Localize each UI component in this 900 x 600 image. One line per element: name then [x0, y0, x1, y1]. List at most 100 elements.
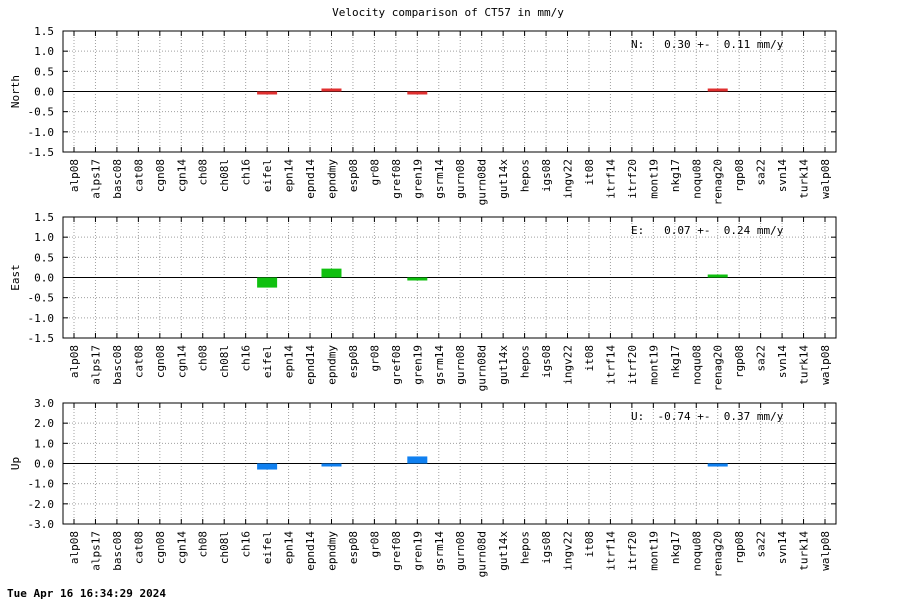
x-tick-label-it08: it08 — [583, 159, 596, 186]
velocity-annotation: U: -0.74 +- 0.37 mm/y — [631, 410, 784, 423]
x-tick-label-ch16: ch16 — [240, 345, 253, 372]
x-tick-label-cgn14: cgn14 — [175, 345, 188, 378]
y-tick-label: -1.5 — [28, 332, 55, 345]
y-tick-label: 2.0 — [34, 417, 54, 430]
y-tick-label: 0.5 — [34, 251, 54, 264]
x-tick-label-esp08: esp08 — [347, 531, 360, 564]
x-tick-label-renag20: renag20 — [712, 531, 725, 577]
x-tick-label-basc08: basc08 — [111, 345, 124, 385]
x-tick-label-rgp08: rgp08 — [733, 345, 746, 378]
x-tick-label-itrf20: itrf20 — [626, 159, 639, 199]
x-tick-label-sa22: sa22 — [755, 159, 768, 186]
x-tick-label-noqu08: noqu08 — [690, 159, 703, 199]
y-tick-label: 0.0 — [34, 272, 54, 285]
bar-up-epndmy — [321, 463, 342, 467]
x-tick-label-epnd14: epnd14 — [304, 159, 317, 199]
x-tick-label-gren19: gren19 — [411, 159, 424, 199]
x-tick-label-cgn14: cgn14 — [175, 531, 188, 564]
x-tick-label-alp08: alp08 — [68, 531, 81, 564]
x-tick-label-itrf14: itrf14 — [604, 345, 617, 385]
x-tick-label-cgn14: cgn14 — [175, 159, 188, 192]
x-tick-label-walp08: walp08 — [819, 345, 832, 385]
y-tick-label: -1.0 — [28, 126, 55, 139]
x-tick-label-alp08: alp08 — [68, 345, 81, 378]
bar-east-gren19 — [407, 277, 428, 281]
x-tick-label-alps17: alps17 — [89, 345, 102, 385]
x-tick-label-eifel: eifel — [261, 159, 274, 192]
bar-east-eifel — [257, 277, 278, 288]
x-tick-label-walp08: walp08 — [819, 159, 832, 199]
x-tick-label-nkg17: nkg17 — [669, 345, 682, 378]
x-tick-label-itrf14: itrf14 — [604, 531, 617, 571]
bar-north-epndmy — [321, 88, 342, 92]
x-tick-label-eifel: eifel — [261, 531, 274, 564]
x-tick-label-igs08: igs08 — [540, 531, 553, 564]
x-tick-label-it08: it08 — [583, 345, 596, 372]
x-tick-label-esp08: esp08 — [347, 159, 360, 192]
x-tick-label-ch16: ch16 — [240, 159, 253, 186]
x-tick-label-ingv22: ingv22 — [562, 531, 575, 571]
x-tick-label-svn14: svn14 — [776, 159, 789, 192]
y-tick-label: -2.0 — [28, 498, 55, 511]
x-tick-label-itrf20: itrf20 — [626, 345, 639, 385]
x-tick-label-hepos: hepos — [519, 531, 532, 564]
x-tick-label-epnd14: epnd14 — [304, 531, 317, 571]
x-tick-label-noqu08: noqu08 — [690, 345, 703, 385]
x-tick-label-walp08: walp08 — [819, 531, 832, 571]
x-tick-label-cat08: cat08 — [132, 345, 145, 378]
x-tick-label-gref08: gref08 — [390, 345, 403, 385]
x-tick-label-ch08: ch08 — [197, 345, 210, 372]
y-tick-label: -1.0 — [28, 478, 55, 491]
bar-up-eifel — [257, 463, 278, 470]
x-tick-label-gren19: gren19 — [411, 345, 424, 385]
x-tick-label-alps17: alps17 — [89, 531, 102, 571]
y-tick-label: -1.5 — [28, 146, 55, 159]
timestamp: Tue Apr 16 16:34:29 2024 — [7, 587, 166, 600]
velocity-annotation: N: 0.30 +- 0.11 mm/y — [631, 38, 784, 51]
x-tick-label-ch08l: ch08l — [218, 159, 231, 192]
x-tick-label-turk14: turk14 — [798, 531, 811, 571]
y-tick-label: -3.0 — [28, 518, 55, 531]
x-tick-label-gsrm14: gsrm14 — [433, 159, 446, 199]
x-tick-label-cat08: cat08 — [132, 531, 145, 564]
bar-north-renag20 — [707, 88, 728, 92]
x-tick-label-gut14x: gut14x — [497, 531, 510, 571]
bar-east-renag20 — [707, 274, 728, 278]
x-tick-label-eifel: eifel — [261, 345, 274, 378]
x-tick-label-it08: it08 — [583, 531, 596, 558]
x-tick-label-epndmy: epndmy — [325, 531, 338, 571]
panel-up: -3.0 -2.0 -1.0 0.0 1.0 2.0 3.0 alp08 alps17 basc0… — [9, 397, 837, 577]
x-tick-label-gurn08d: gurn08d — [476, 159, 489, 205]
bar-up-renag20 — [707, 463, 728, 467]
x-tick-label-ingv22: ingv22 — [562, 345, 575, 385]
y-tick-label: 1.5 — [34, 211, 54, 224]
x-tick-label-gren19: gren19 — [411, 531, 424, 571]
x-tick-label-nkg17: nkg17 — [669, 531, 682, 564]
x-tick-label-hepos: hepos — [519, 159, 532, 192]
x-tick-label-itrf20: itrf20 — [626, 531, 639, 571]
panel-north: -1.5 -1.0 -0.5 0.0 0.5 1.0 1.5 alp08 alps17 basc0… — [9, 25, 837, 205]
bar-north-gren19 — [407, 91, 428, 95]
x-tick-label-rgp08: rgp08 — [733, 531, 746, 564]
x-tick-label-ch16: ch16 — [240, 531, 253, 558]
x-tick-label-ch08: ch08 — [197, 159, 210, 186]
x-tick-label-ch08l: ch08l — [218, 531, 231, 564]
x-tick-label-basc08: basc08 — [111, 159, 124, 199]
x-tick-label-epn14: epn14 — [283, 531, 296, 564]
bar-north-eifel — [257, 91, 278, 95]
x-tick-label-gurn08: gurn08 — [454, 531, 467, 571]
x-tick-label-epndmy: epndmy — [325, 159, 338, 199]
x-tick-label-renag20: renag20 — [712, 159, 725, 205]
x-tick-label-itrf14: itrf14 — [604, 159, 617, 199]
x-tick-label-renag20: renag20 — [712, 345, 725, 391]
x-tick-label-epndmy: epndmy — [325, 345, 338, 385]
x-tick-label-basc08: basc08 — [111, 531, 124, 571]
x-tick-label-igs08: igs08 — [540, 345, 553, 378]
x-tick-label-gr08: gr08 — [368, 531, 381, 558]
x-tick-label-nkg17: nkg17 — [669, 159, 682, 192]
x-tick-label-gurn08d: gurn08d — [476, 531, 489, 577]
y-axis-label: East — [9, 264, 22, 291]
x-tick-label-turk14: turk14 — [798, 345, 811, 385]
x-tick-label-gref08: gref08 — [390, 159, 403, 199]
x-tick-label-gr08: gr08 — [368, 159, 381, 186]
